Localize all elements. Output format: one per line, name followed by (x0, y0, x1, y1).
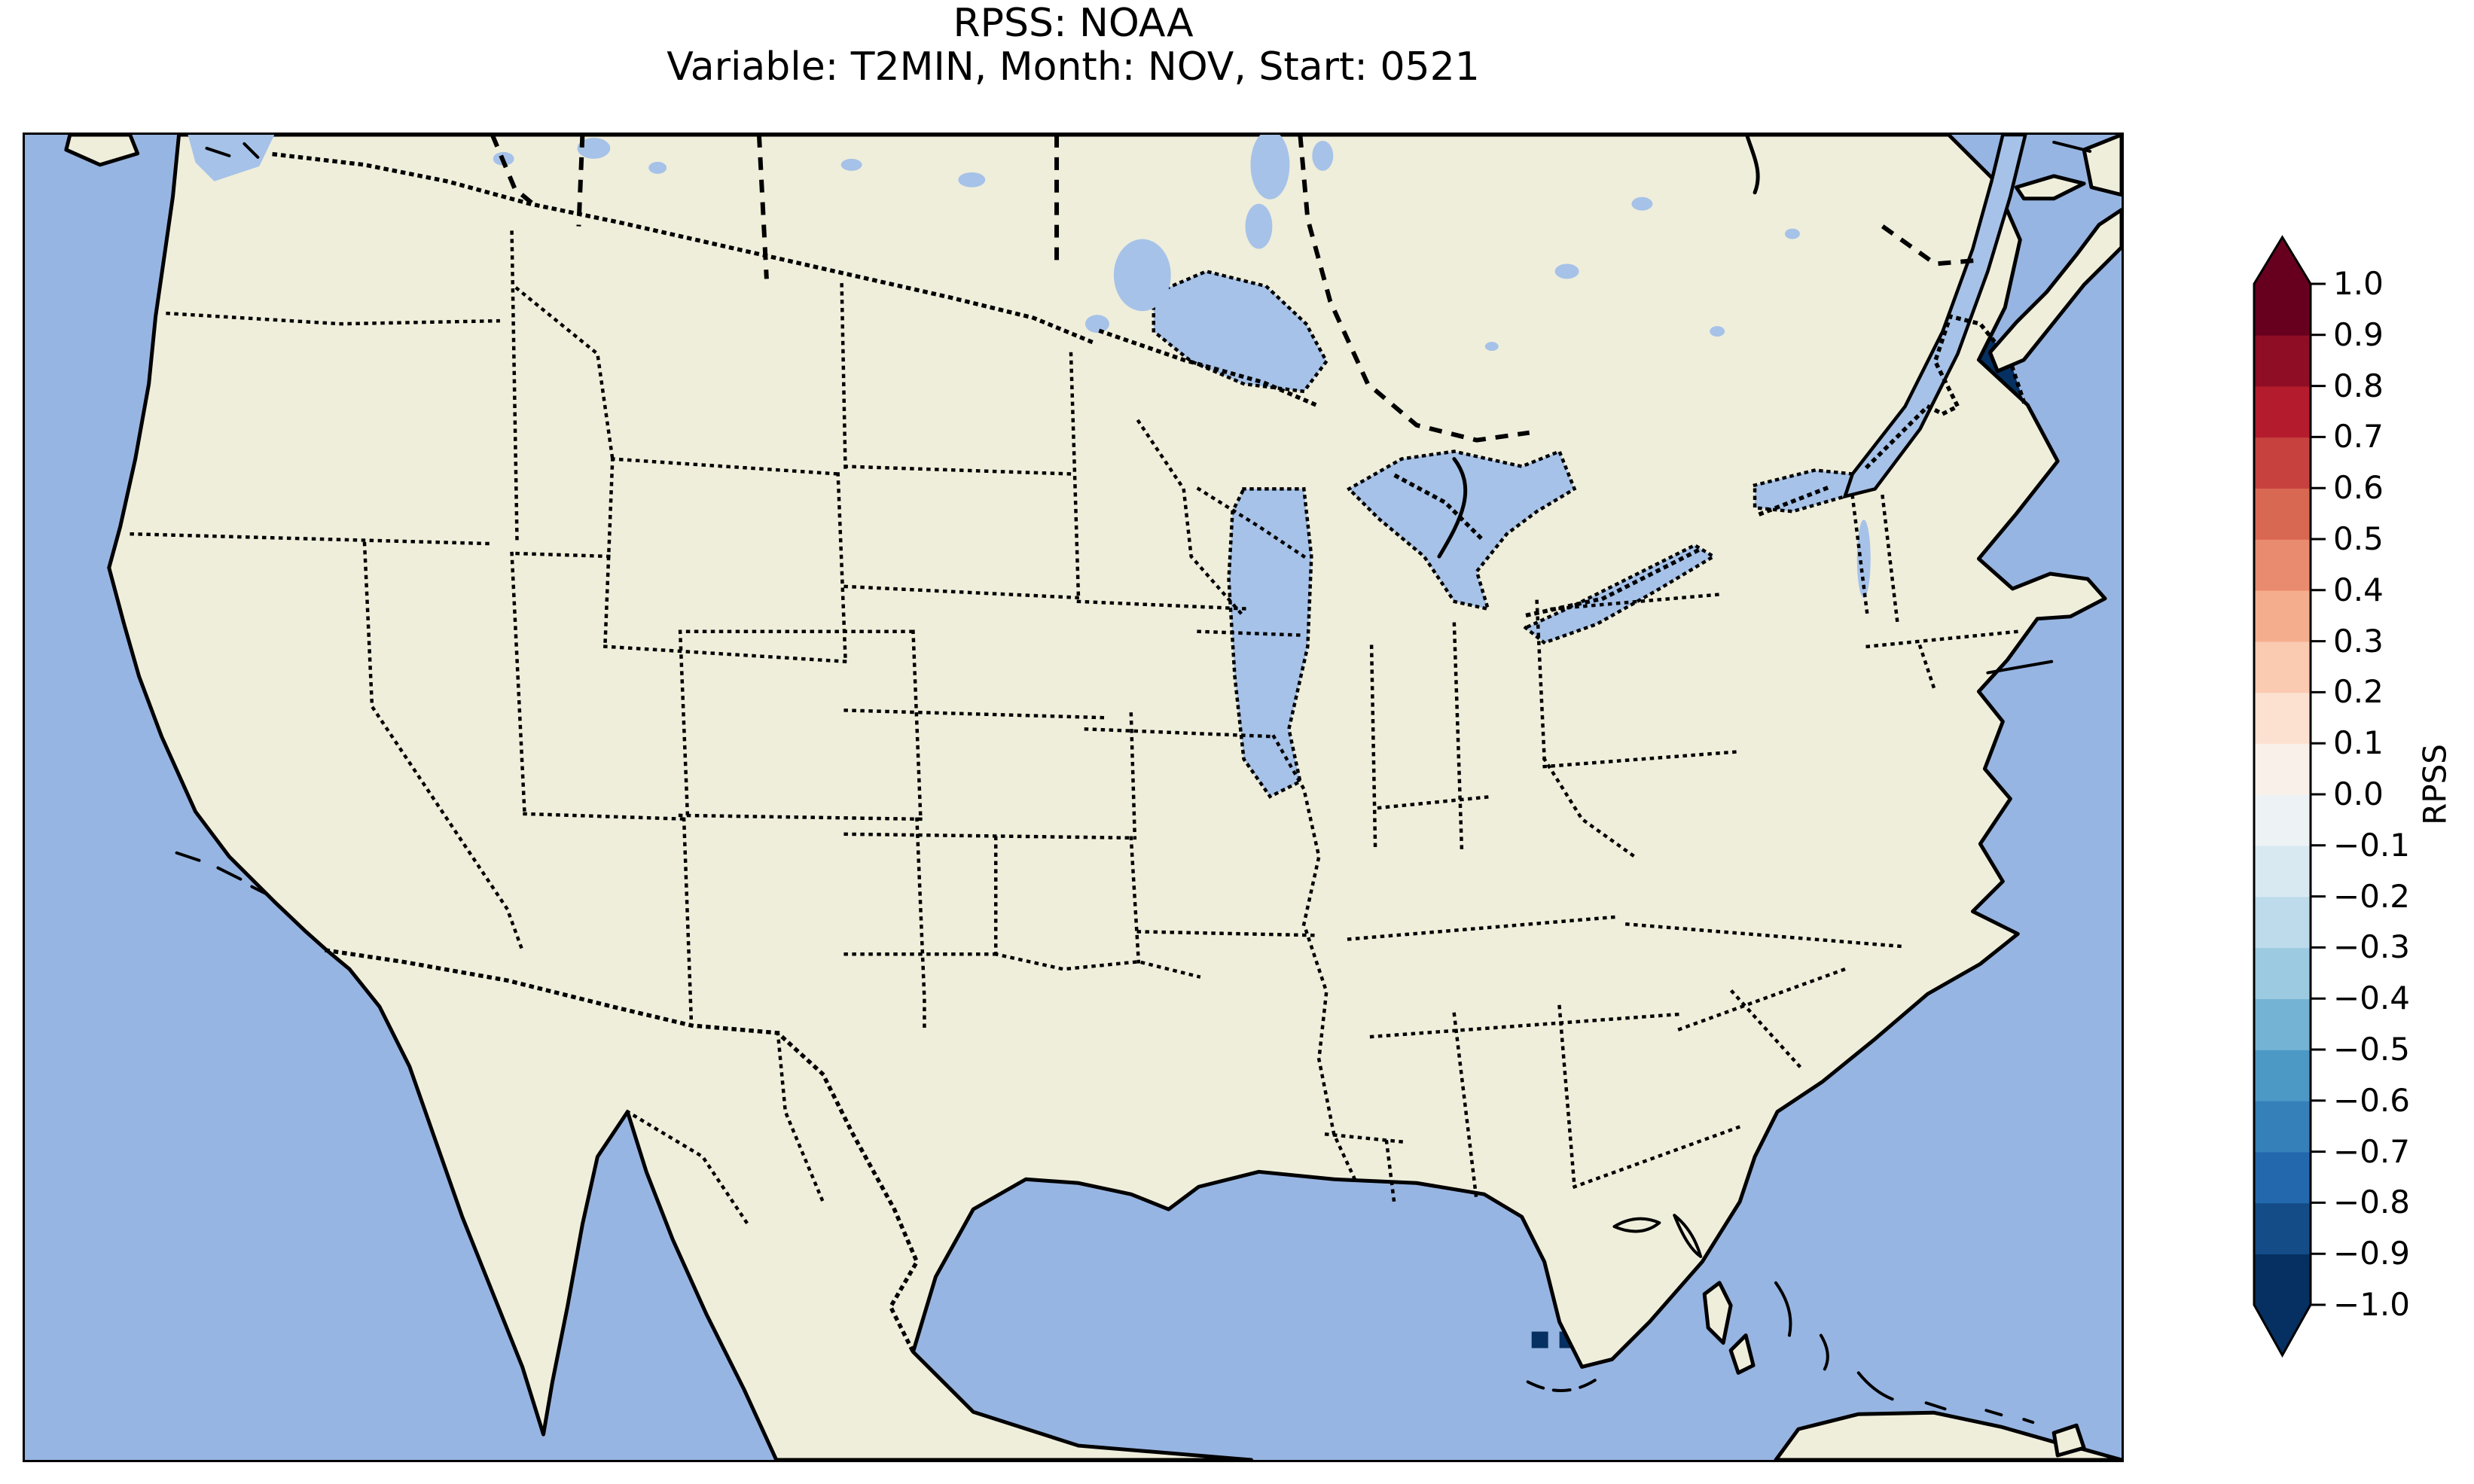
colorbar-tick-label: 0.6 (2333, 469, 2384, 507)
colorbar-segment (2254, 488, 2311, 540)
colorbar-tick-label: 0.2 (2333, 673, 2384, 711)
colorbar-tick-label: −0.6 (2333, 1081, 2410, 1119)
colorbar-tick-label: −0.3 (2333, 928, 2410, 966)
islands (64, 135, 2122, 1460)
colorbar-tick-label: 0.1 (2333, 724, 2384, 762)
colorbar-under-arrow (2254, 1305, 2311, 1355)
colorbar-segment (2254, 334, 2311, 387)
prince-edward-island (2014, 174, 2086, 201)
colorbar-tick-label: 0.0 (2333, 776, 2384, 812)
colorbar-segment (2254, 284, 2311, 336)
andros-island (1702, 1281, 1733, 1345)
bahamas-outlines (1612, 1214, 2035, 1425)
colorbar-segment (2254, 947, 2311, 999)
colorbar-tick-label: −0.8 (2333, 1184, 2410, 1221)
map-axes (23, 133, 2124, 1462)
colorbar-tick-label: 0.3 (2333, 622, 2384, 660)
colorbar-segment (2254, 1100, 2311, 1153)
lake-michigan (1227, 487, 1313, 799)
colorbar-tick-label: −1.0 (2333, 1286, 2410, 1323)
colorbar-segment (2254, 1202, 2311, 1254)
bahama-island-2 (1728, 1333, 1756, 1375)
colorbar-tick-label: 0.7 (2333, 418, 2384, 456)
cuba (1774, 1410, 2122, 1460)
great-inagua (2051, 1423, 2086, 1458)
rivers (1437, 135, 1760, 559)
lake-superior (1152, 270, 1329, 394)
colorbar (2253, 235, 2326, 1358)
colorbar-tick-label: 0.9 (2333, 315, 2384, 353)
colorbar-tick-label: 0.8 (2333, 367, 2384, 404)
long-island (1986, 660, 2054, 675)
chart-title-line1: RPSS: NOAA (953, 1, 1194, 46)
lake-erie (1522, 543, 1717, 645)
mexico-state-borders (625, 1031, 825, 1227)
colorbar-segment (2254, 641, 2311, 693)
colorbar-tick-label: −0.7 (2333, 1132, 2410, 1170)
puget-strait (188, 135, 275, 181)
colorbar-tick-label: −0.1 (2333, 826, 2410, 864)
colorbar-segment (2254, 692, 2311, 744)
lake-champlain (1856, 520, 1871, 598)
colorbar-tick-label: −0.4 (2333, 980, 2410, 1017)
colorbar-segment (2254, 743, 2311, 795)
colorbar-segment (2254, 590, 2311, 642)
canada-province-borders (490, 135, 1981, 443)
colorbar-segment (2254, 845, 2311, 897)
colorbar-segment (2254, 896, 2311, 949)
colorbar-tick-label: 0.4 (2333, 571, 2384, 608)
puget-coast-marks (205, 142, 260, 159)
colorbar-tick-label: 0.5 (2333, 520, 2384, 557)
colorbar-over-arrow (2254, 237, 2311, 284)
conus-map-svg (25, 135, 2122, 1460)
lake-huron (1346, 449, 1577, 611)
colorbar-segment (2254, 1050, 2311, 1102)
colorbar-segment (2254, 385, 2311, 438)
vancouver-island (64, 135, 140, 167)
florida-keys-arc (1526, 1376, 1601, 1392)
colorbar-segment (2254, 1254, 2311, 1306)
colorbar-segment (2254, 1151, 2311, 1204)
colorbar-segment (2254, 794, 2311, 846)
colorbar-tick-label: −0.5 (2333, 1031, 2410, 1068)
nova-scotia (1987, 208, 2122, 373)
colorbar-tick-label: −0.9 (2333, 1235, 2410, 1272)
state-borders (130, 230, 2020, 1204)
colorbar-tick-label: −0.2 (2333, 877, 2410, 915)
lake-ontario (1753, 468, 1855, 513)
chart-title-line2: Variable: T2MIN, Month: NOV, Start: 0521 (667, 44, 1480, 90)
colorbar-segment (2254, 998, 2311, 1050)
anticosti-mark (2052, 140, 2092, 153)
channel-islands (175, 851, 269, 896)
colorbar-axis-label: RPSS (2416, 744, 2454, 825)
great-lakes (1152, 270, 1855, 799)
colorbar-segment (2254, 539, 2311, 591)
colorbar-tick-label: 1.0 (2333, 265, 2384, 302)
chart-title: RPSS: NOAA Variable: T2MIN, Month: NOV, … (23, 2, 2124, 89)
us-mexico-border (325, 948, 920, 1355)
cape-breton (2082, 135, 2122, 197)
colorbar-segment (2254, 437, 2311, 489)
